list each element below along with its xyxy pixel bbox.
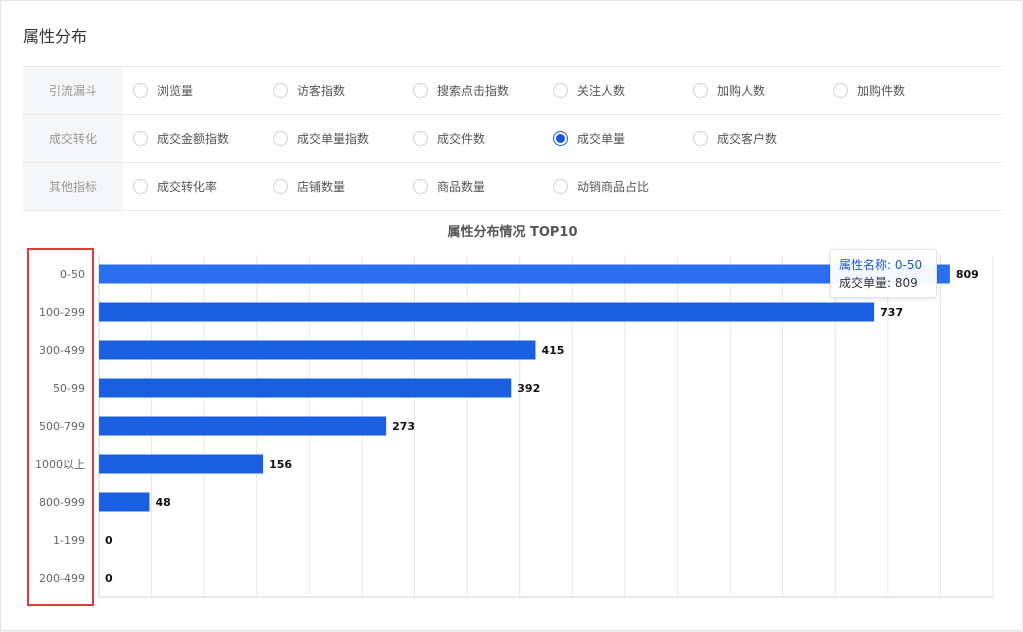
bar-value-label: 0 xyxy=(105,572,113,585)
metric-option[interactable]: 加购人数 xyxy=(693,82,833,99)
y-tick-label: 0-50 xyxy=(60,268,85,281)
metric-row-label: 成交转化 xyxy=(23,115,123,162)
bar xyxy=(99,264,950,284)
y-tick-label: 1-199 xyxy=(53,534,85,547)
metric-option-label: 成交单量 xyxy=(577,132,626,146)
bar-value-label: 0 xyxy=(105,534,113,547)
metric-option[interactable]: 成交金额指数 xyxy=(133,130,273,147)
y-tick-label: 800-999 xyxy=(39,496,85,509)
radio-icon[interactable] xyxy=(413,131,428,146)
radio-icon[interactable] xyxy=(273,179,288,194)
radio-icon[interactable] xyxy=(553,83,568,98)
chart-tooltip: 属性名称: 0-50 成交单量: 809 xyxy=(830,249,937,298)
y-tick-label: 50-99 xyxy=(53,382,85,395)
radio-checked-icon[interactable] xyxy=(553,131,568,146)
radio-icon[interactable] xyxy=(413,83,428,98)
metric-option-label: 成交客户数 xyxy=(717,132,778,146)
bar-value-label: 392 xyxy=(517,382,540,395)
radio-icon[interactable] xyxy=(133,131,148,146)
metric-option-label: 加购件数 xyxy=(857,84,906,98)
tooltip-name: 属性名称: 0-50 xyxy=(839,258,923,272)
metric-option[interactable]: 店铺数量 xyxy=(273,178,413,195)
y-tick-label: 200-499 xyxy=(39,572,85,585)
metric-option[interactable]: 成交件数 xyxy=(413,130,553,147)
metric-option[interactable]: 成交客户数 xyxy=(693,130,833,147)
metric-option[interactable]: 关注人数 xyxy=(553,82,693,99)
bar-value-label: 809 xyxy=(956,268,979,281)
bar-value-label: 415 xyxy=(541,344,564,357)
metric-option-label: 成交转化率 xyxy=(157,180,218,194)
metric-row-label: 其他指标 xyxy=(23,163,123,210)
chart-title: 属性分布情况 TOP10 xyxy=(447,225,578,240)
metric-option-label: 成交金额指数 xyxy=(157,132,230,146)
metric-option[interactable]: 成交转化率 xyxy=(133,178,273,195)
tooltip-value: 成交单量: 809 xyxy=(839,276,918,290)
bar-value-label: 156 xyxy=(269,458,292,471)
radio-icon[interactable] xyxy=(553,179,568,194)
radio-icon[interactable] xyxy=(413,179,428,194)
metric-option-label: 搜索点击指数 xyxy=(437,84,510,98)
bar xyxy=(99,416,387,436)
metric-option[interactable]: 商品数量 xyxy=(413,178,553,195)
y-tick-label: 500-799 xyxy=(39,420,85,433)
bar-value-label: 48 xyxy=(155,496,170,509)
metric-option[interactable]: 成交单量 xyxy=(553,130,693,147)
metric-options: 浏览量 访客指数 搜索点击指数 关注人数 加购人数 加购件数 xyxy=(123,67,973,114)
bar xyxy=(99,340,536,360)
bar-value-label: 273 xyxy=(392,420,415,433)
metric-option-label: 动销商品占比 xyxy=(577,180,650,194)
metric-option[interactable]: 浏览量 xyxy=(133,82,273,99)
metric-option-label: 加购人数 xyxy=(717,84,766,98)
bar xyxy=(99,302,875,322)
annotation-highlight-box xyxy=(27,248,94,606)
radio-icon[interactable] xyxy=(273,83,288,98)
radio-icon[interactable] xyxy=(693,83,708,98)
metric-option[interactable]: 访客指数 xyxy=(273,82,413,99)
metric-selector: 引流漏斗 浏览量 访客指数 搜索点击指数 关注人数 加购人数 加购件数 成交转化 成交金额指数成… xyxy=(23,66,1003,211)
metric-row: 成交转化 成交金额指数 成交单量指数 成交件数 成交单量 成交客户数 xyxy=(23,115,1003,163)
y-tick-label: 300-499 xyxy=(39,344,85,357)
radio-icon[interactable] xyxy=(133,179,148,194)
radio-icon[interactable] xyxy=(273,131,288,146)
metric-option-label: 店铺数量 xyxy=(297,180,346,194)
bar xyxy=(99,378,512,398)
metric-row-label: 引流漏斗 xyxy=(23,67,123,114)
metric-row: 其他指标 成交转化率 店铺数量 商品数量 动销商品占比 xyxy=(23,163,1003,211)
metric-option-label: 成交单量指数 xyxy=(297,132,370,146)
radio-icon[interactable] xyxy=(133,83,148,98)
metric-row: 引流漏斗 浏览量 访客指数 搜索点击指数 关注人数 加购人数 加购件数 xyxy=(23,67,1003,115)
metric-option[interactable]: 动销商品占比 xyxy=(553,178,693,195)
metric-option-label: 商品数量 xyxy=(437,180,486,194)
metric-option-label: 成交件数 xyxy=(437,132,486,146)
metric-options: 成交转化率 店铺数量 商品数量 动销商品占比 xyxy=(123,163,693,210)
metric-option[interactable]: 搜索点击指数 xyxy=(413,82,553,99)
metric-options: 成交金额指数 成交单量指数 成交件数 成交单量 成交客户数 xyxy=(123,115,833,162)
metric-option-label: 浏览量 xyxy=(157,84,194,98)
y-tick-label: 1000以上 xyxy=(35,458,85,471)
y-tick-label: 100-299 xyxy=(39,306,85,319)
bar xyxy=(99,492,150,512)
metric-option-label: 关注人数 xyxy=(577,84,626,98)
page-title: 属性分布 xyxy=(23,27,88,46)
metric-option[interactable]: 成交单量指数 xyxy=(273,130,413,147)
bar-value-label: 737 xyxy=(880,306,903,319)
metric-option[interactable]: 加购件数 xyxy=(833,82,973,99)
bar xyxy=(99,454,264,474)
radio-icon[interactable] xyxy=(693,131,708,146)
metric-option-label: 访客指数 xyxy=(297,84,346,98)
radio-icon[interactable] xyxy=(833,83,848,98)
